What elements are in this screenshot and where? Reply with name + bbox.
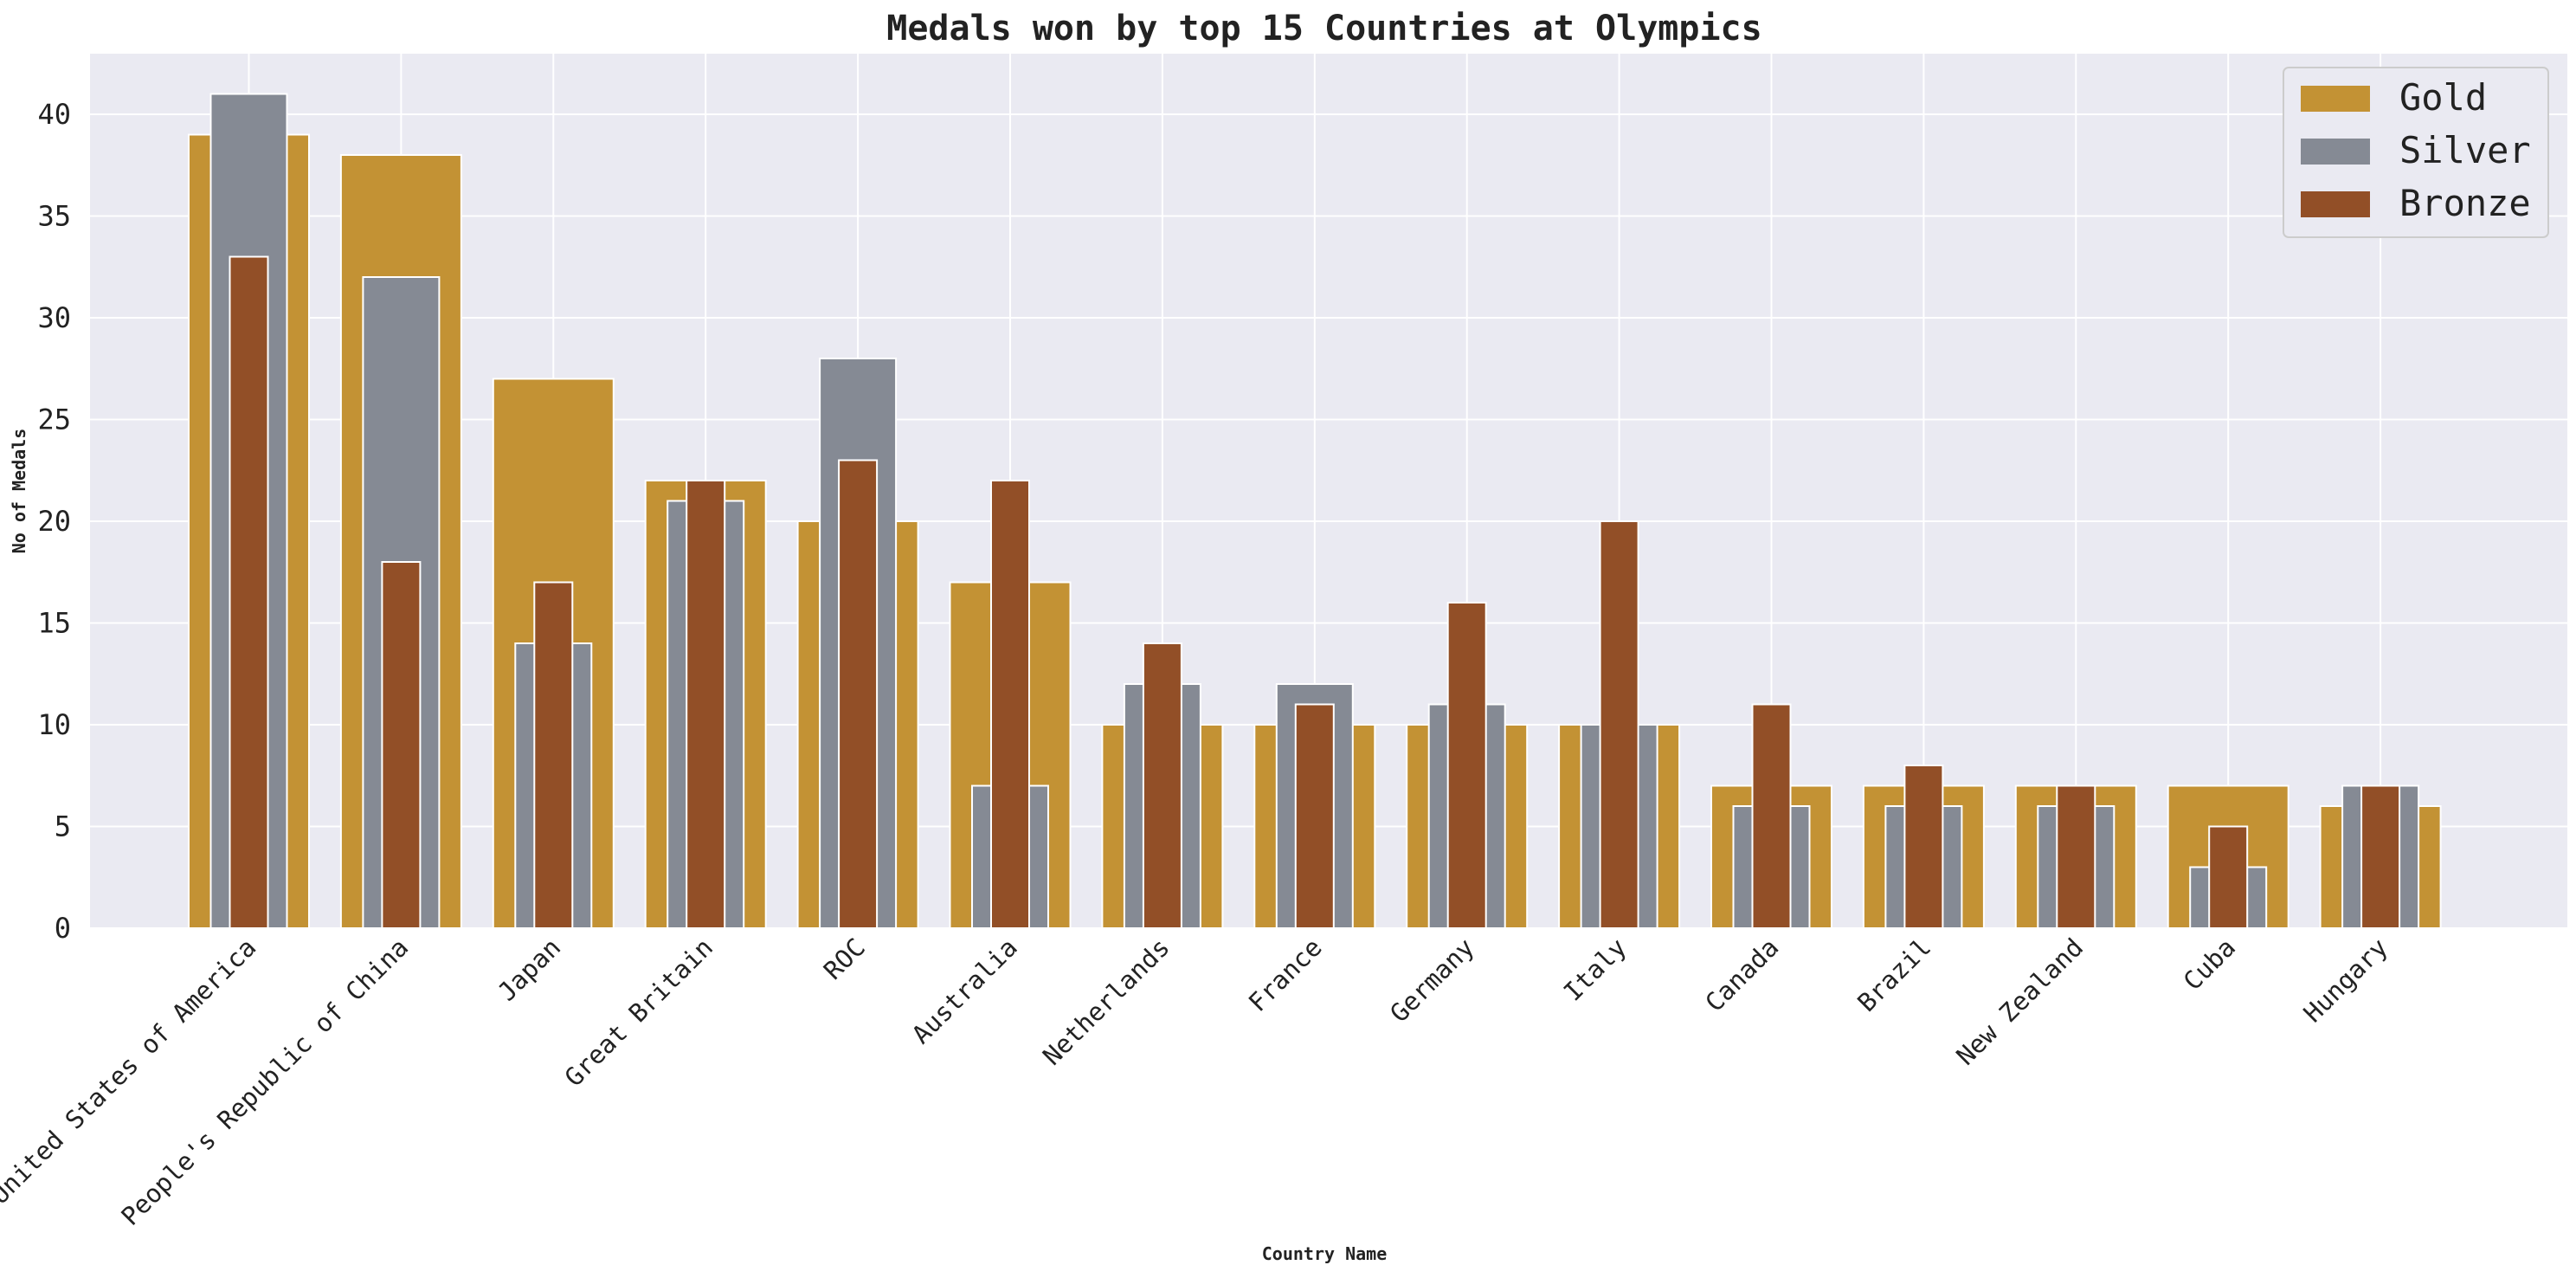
- bar-bronze: [1294, 703, 1335, 929]
- bar-bronze: [838, 459, 879, 929]
- legend-label-silver: Silver: [2399, 129, 2531, 171]
- bar-bronze: [381, 561, 422, 929]
- x-axis-label: Country Name: [1262, 1243, 1388, 1264]
- bar-bronze: [686, 480, 726, 929]
- bar-bronze: [990, 480, 1030, 929]
- y-tick-label: 5: [55, 810, 71, 843]
- x-tick-label: Germany: [1384, 933, 1479, 1028]
- x-tick-label: Hungary: [2298, 933, 2393, 1028]
- bar-bronze: [2208, 825, 2249, 929]
- x-tick-label: Japan: [492, 933, 566, 1007]
- bar-bronze: [1751, 703, 1792, 929]
- y-tick-label: 20: [37, 505, 71, 538]
- bar-bronze: [533, 581, 574, 929]
- bar-bronze: [229, 255, 269, 929]
- x-tick-label: New Zealand: [1950, 933, 2089, 1071]
- y-tick-label: 25: [37, 403, 71, 436]
- x-tick-label: Italy: [1558, 933, 1633, 1007]
- y-tick-label: 35: [37, 200, 71, 233]
- x-tick-label: Australia: [906, 933, 1023, 1049]
- y-tick-label: 30: [37, 301, 71, 334]
- y-tick-label: 10: [37, 708, 71, 741]
- x-tick-label: Cuba: [2178, 933, 2241, 996]
- chart-title: Medals won by top 15 Countries at Olympi…: [886, 9, 1761, 48]
- bar-bronze: [2056, 784, 2096, 929]
- bar-bronze: [1599, 520, 1639, 929]
- legend-label-bronze: Bronze: [2399, 182, 2531, 224]
- x-tick-label: Brazil: [1852, 933, 1936, 1017]
- bar-bronze: [1446, 602, 1487, 929]
- y-tick-label: 40: [37, 98, 71, 131]
- y-tick-labels: 0 5 10 15 20 25 30 35 40: [37, 98, 71, 945]
- x-tick-label: Great Britain: [559, 933, 719, 1093]
- bar-bronze: [1903, 765, 1944, 929]
- x-tick-label: France: [1243, 933, 1328, 1017]
- legend-swatch-gold: [2301, 86, 2370, 112]
- x-tick-label: Canada: [1699, 933, 1784, 1017]
- legend-swatch-bronze: [2301, 191, 2370, 217]
- bar-bronze: [1142, 642, 1182, 929]
- x-tick-label: United States of America: [0, 933, 261, 1210]
- y-axis-label: No of Medals: [9, 429, 29, 554]
- x-tick-label: ROC: [818, 933, 871, 985]
- bar-bronze: [2360, 784, 2401, 929]
- y-tick-label: 15: [37, 607, 71, 640]
- y-tick-label: 0: [55, 912, 71, 945]
- legend-label-gold: Gold: [2399, 76, 2487, 119]
- x-tick-label: Netherlands: [1037, 933, 1175, 1071]
- bars: [188, 93, 2442, 929]
- legend-swatch-silver: [2301, 139, 2370, 165]
- legend: Gold Silver Bronze: [2283, 67, 2549, 238]
- x-tick-label: People's Republic of China: [115, 933, 414, 1231]
